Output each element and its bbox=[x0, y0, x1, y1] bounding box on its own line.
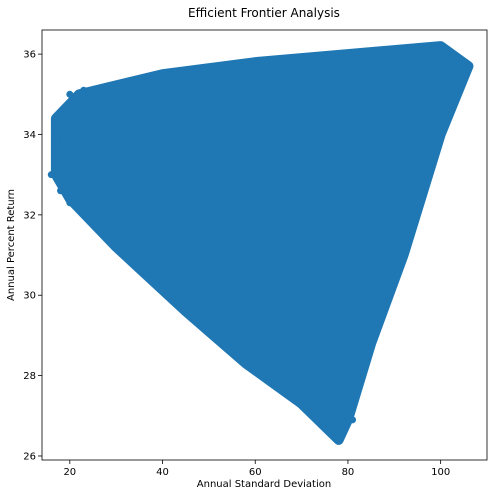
scatter-point bbox=[57, 110, 65, 118]
x-axis-label: Annual Standard Deviation bbox=[197, 479, 331, 490]
scatter-point bbox=[335, 54, 343, 62]
y-tick-label: 30 bbox=[23, 291, 36, 302]
scatter-point bbox=[381, 279, 389, 287]
y-tick-label: 28 bbox=[23, 371, 36, 382]
plot-frame bbox=[41, 29, 488, 461]
y-axis-label: Annual Percent Return bbox=[6, 189, 17, 301]
scatter-point-cloud bbox=[50, 41, 474, 445]
scatter-point bbox=[233, 352, 241, 360]
x-tick-label: 80 bbox=[342, 467, 355, 478]
scatter-point bbox=[52, 135, 60, 143]
x-tick-label: 40 bbox=[156, 467, 169, 478]
scatter-point bbox=[464, 62, 472, 70]
scatter-point bbox=[214, 66, 222, 74]
x-tick-label: 20 bbox=[63, 467, 76, 478]
scatter-point bbox=[427, 122, 435, 130]
scatter-point bbox=[177, 299, 185, 307]
scatter-point bbox=[437, 44, 445, 52]
scatter-point bbox=[140, 259, 148, 267]
scatter-point bbox=[196, 315, 204, 323]
scatter-point bbox=[307, 56, 315, 64]
scatter-point bbox=[307, 404, 315, 412]
scatter-point bbox=[418, 151, 426, 159]
scatter-point bbox=[251, 364, 259, 372]
scatter-point bbox=[121, 243, 129, 251]
scatter-point bbox=[66, 199, 74, 207]
scatter-point bbox=[353, 372, 361, 380]
scatter-point bbox=[437, 98, 445, 106]
chart-title: Efficient Frontier Analysis bbox=[188, 6, 340, 20]
scatter-point bbox=[335, 436, 343, 444]
scatter-point bbox=[84, 211, 92, 219]
scatter-point bbox=[409, 179, 417, 187]
scatter-point bbox=[446, 54, 454, 62]
scatter-point bbox=[400, 211, 408, 219]
y-axis-ticks: 26 28 30 32 34 36 bbox=[23, 50, 42, 462]
y-tick-label: 34 bbox=[23, 130, 36, 141]
scatter-point bbox=[441, 74, 449, 82]
scatter-point bbox=[279, 58, 287, 66]
x-axis-ticks: 20 40 60 80 100 bbox=[63, 460, 450, 478]
y-tick-label: 32 bbox=[23, 210, 36, 221]
scatter-point bbox=[349, 416, 357, 424]
scatter-point bbox=[80, 86, 88, 94]
scatter-point bbox=[390, 50, 398, 58]
scatter-point bbox=[126, 78, 134, 86]
x-tick-label: 100 bbox=[431, 467, 450, 478]
scatter-point bbox=[270, 376, 278, 384]
y-tick-label: 26 bbox=[23, 451, 36, 462]
scatter-point bbox=[66, 90, 74, 98]
y-tick-label: 36 bbox=[23, 50, 36, 61]
scatter-point bbox=[47, 171, 55, 179]
scatter-point bbox=[288, 388, 296, 396]
scatter-point bbox=[418, 46, 426, 54]
x-tick-label: 60 bbox=[249, 467, 262, 478]
scatter-point bbox=[362, 335, 370, 343]
scatter-point bbox=[149, 74, 157, 82]
scatter-points bbox=[47, 41, 474, 445]
scatter-point bbox=[103, 227, 111, 235]
scatter-point bbox=[372, 311, 380, 319]
scatter-point bbox=[344, 400, 352, 408]
scatter-point bbox=[214, 331, 222, 339]
scatter-point bbox=[362, 50, 370, 58]
scatter-point bbox=[57, 187, 65, 195]
scatter-point bbox=[103, 82, 111, 90]
scatter-point bbox=[390, 243, 398, 251]
scatter-point bbox=[182, 70, 190, 78]
scatter-point bbox=[325, 420, 333, 428]
scatter-point bbox=[159, 279, 167, 287]
scatter-point bbox=[251, 62, 259, 70]
